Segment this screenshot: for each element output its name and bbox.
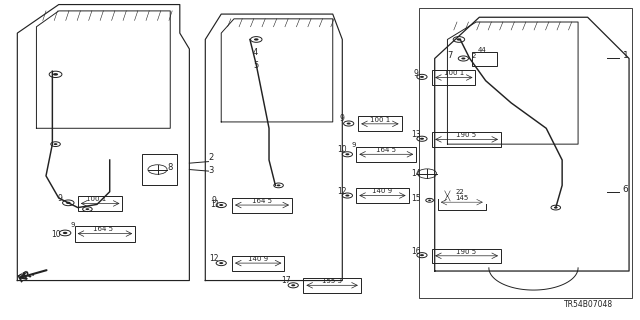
Text: 6: 6 xyxy=(623,185,628,194)
Circle shape xyxy=(291,284,295,286)
Text: 9: 9 xyxy=(58,194,63,203)
Bar xyxy=(78,196,122,212)
Text: 9: 9 xyxy=(212,196,217,204)
Circle shape xyxy=(420,138,424,140)
Bar xyxy=(303,278,361,293)
Text: 164 5: 164 5 xyxy=(252,198,272,204)
Text: 190 5: 190 5 xyxy=(456,132,477,138)
Circle shape xyxy=(63,232,67,234)
Circle shape xyxy=(346,153,349,155)
Text: 13: 13 xyxy=(412,130,421,139)
Bar xyxy=(232,198,292,213)
Text: 9: 9 xyxy=(340,114,345,123)
Text: 1: 1 xyxy=(623,52,628,60)
Circle shape xyxy=(420,254,424,256)
Circle shape xyxy=(461,58,465,60)
Circle shape xyxy=(347,123,351,124)
Circle shape xyxy=(254,38,259,41)
Bar xyxy=(432,70,476,85)
Bar xyxy=(432,249,501,263)
Text: 155 3: 155 3 xyxy=(322,278,342,284)
Bar xyxy=(141,154,177,185)
Bar xyxy=(419,8,632,298)
Bar xyxy=(75,226,135,242)
Text: 16: 16 xyxy=(412,247,421,256)
Text: 12: 12 xyxy=(337,187,346,196)
Text: 100 1: 100 1 xyxy=(370,116,390,123)
Bar xyxy=(472,52,497,67)
Text: 9: 9 xyxy=(351,142,356,148)
Text: 17: 17 xyxy=(282,276,291,285)
Text: 10: 10 xyxy=(51,230,61,239)
Text: 190 5: 190 5 xyxy=(456,249,477,255)
Circle shape xyxy=(554,207,557,209)
Text: 22: 22 xyxy=(456,189,465,195)
Bar xyxy=(432,132,501,147)
Text: 2: 2 xyxy=(209,153,214,162)
Text: 140 9: 140 9 xyxy=(372,188,392,194)
Text: 8: 8 xyxy=(167,163,172,172)
Text: 140 9: 140 9 xyxy=(248,256,268,262)
Text: 145: 145 xyxy=(455,195,468,201)
Text: 7: 7 xyxy=(447,52,453,60)
Circle shape xyxy=(54,143,58,145)
Text: 9: 9 xyxy=(414,68,419,78)
Circle shape xyxy=(219,204,223,206)
Text: 9: 9 xyxy=(70,222,75,228)
Text: 164 5: 164 5 xyxy=(93,226,113,232)
Text: FR.: FR. xyxy=(17,267,37,284)
Bar xyxy=(232,256,284,271)
Text: TR54B07048: TR54B07048 xyxy=(564,300,613,309)
Circle shape xyxy=(53,73,58,76)
Circle shape xyxy=(420,76,424,78)
Circle shape xyxy=(346,195,349,196)
Text: 15: 15 xyxy=(412,194,421,203)
Text: 100 1: 100 1 xyxy=(444,70,464,76)
Text: 14: 14 xyxy=(412,169,421,178)
Circle shape xyxy=(428,200,431,201)
Text: 4: 4 xyxy=(253,48,259,57)
Bar xyxy=(356,147,416,162)
Text: 3: 3 xyxy=(209,166,214,175)
Circle shape xyxy=(456,38,461,41)
Circle shape xyxy=(219,262,223,264)
Bar xyxy=(356,188,408,203)
Text: 100 1: 100 1 xyxy=(86,196,106,202)
Text: 2: 2 xyxy=(472,53,476,59)
Text: 12: 12 xyxy=(209,254,218,263)
Text: 11: 11 xyxy=(211,200,220,209)
Bar xyxy=(358,116,401,132)
Circle shape xyxy=(276,184,280,186)
Circle shape xyxy=(66,202,70,204)
Text: 5: 5 xyxy=(253,61,259,70)
Text: 10: 10 xyxy=(337,145,346,154)
Text: 44: 44 xyxy=(478,46,487,52)
Circle shape xyxy=(86,208,90,210)
Text: 164 5: 164 5 xyxy=(376,147,396,153)
